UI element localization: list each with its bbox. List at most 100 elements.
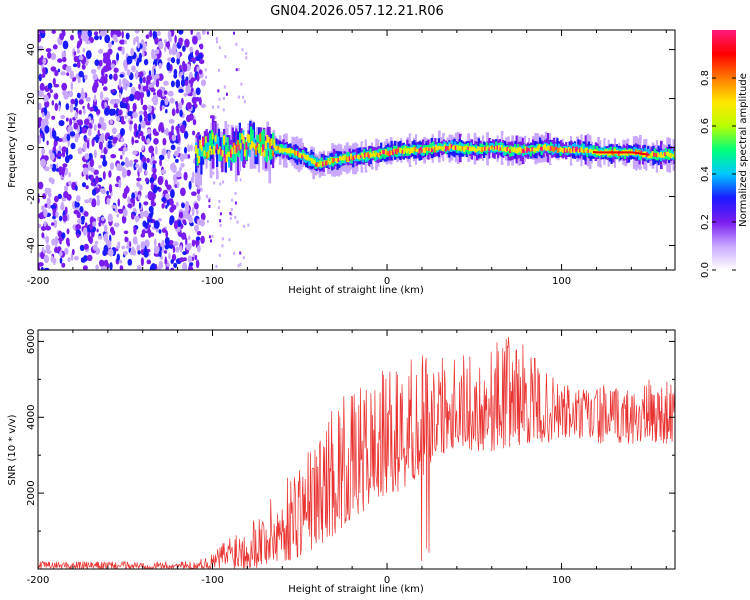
spectrogram-noise-cell: [121, 30, 124, 39]
spectrogram-noise-cell: [65, 103, 70, 111]
spectrogram-signal-cell: [509, 149, 512, 154]
spectrogram-signal-cell: [555, 146, 558, 150]
spectrogram-signal-cell: [248, 134, 251, 143]
spectrogram-noise-cell: [115, 98, 121, 104]
spectrogram-noise-cell: [168, 240, 174, 246]
spectrogram-noise-cell: [68, 172, 71, 178]
spectrogram-noise-cell: [219, 212, 222, 216]
spectrogram-signal-cell: [500, 145, 503, 151]
spectrogram-signal-cell: [329, 161, 332, 165]
spectrogram-noise-cell: [90, 68, 97, 75]
spectrogram-noise-cell: [221, 237, 224, 241]
spectrogram-noise-cell: [59, 33, 65, 41]
spectrogram-noise-cell: [140, 120, 147, 129]
spectrogram-signal-cell: [348, 156, 351, 161]
spectrogram-signal-cell: [255, 146, 258, 155]
spectrogram-noise-cell: [92, 244, 98, 251]
spectrogram-noise-cell: [84, 118, 90, 126]
spectrogram-noise-cell: [237, 68, 240, 71]
spectrogram-noise-cell: [145, 121, 151, 126]
spectrogram-noise-cell: [170, 80, 175, 88]
spectrogram-noise-cell: [42, 249, 47, 254]
spectrogram-noise-cell: [210, 239, 212, 243]
spectrogram-x-tick-label: -200: [27, 276, 50, 287]
spectrogram-noise-cell: [131, 65, 136, 73]
spectrogram-signal-cell: [492, 147, 495, 151]
spectrogram-noise-cell: [108, 183, 113, 194]
spectrogram-noise-cell: [95, 175, 99, 184]
spectrogram-signal-cell: [216, 145, 219, 167]
spectrogram-noise-cell: [79, 244, 85, 252]
spectrogram-signal-cell: [591, 150, 594, 154]
spectrogram-x-tick-label: 100: [552, 276, 571, 287]
spectrogram-noise-cell: [73, 55, 79, 63]
spectrogram-signal-cell: [625, 151, 628, 154]
spectrogram-noise-cell: [221, 244, 224, 248]
spectrogram-signal-cell: [651, 151, 654, 157]
spectrogram-noise-cell: [143, 110, 148, 118]
spectrogram-signal-cell: [563, 147, 566, 154]
spectrogram-noise-cell: [178, 211, 184, 219]
spectrogram-noise-cell: [45, 235, 50, 244]
spectrogram-signal-cell: [573, 147, 576, 153]
spectrogram-noise-cell: [120, 137, 125, 143]
spectrogram-signal-cell: [435, 144, 438, 151]
spectrogram-y-tick-label: 40: [26, 43, 37, 56]
spectrogram-signal-cell: [337, 158, 340, 162]
spectrogram-signal-cell: [340, 156, 343, 161]
spectrogram-signal-cell: [542, 145, 545, 151]
spectrogram-noise-cell: [193, 66, 197, 73]
spectrogram-signal-cell: [252, 122, 255, 151]
spectrogram-noise-cell: [134, 239, 138, 245]
spectrogram-signal-cell: [463, 146, 466, 152]
spectrogram-noise-cell: [122, 78, 128, 86]
spectrogram-noise-cell: [240, 82, 243, 86]
spectrogram-noise-cell: [58, 120, 65, 127]
spectrogram-noise-cell: [40, 158, 46, 168]
spectrogram-noise-cell: [190, 77, 195, 84]
spectrogram-signal-cell: [556, 147, 559, 153]
spectrogram-signal-cell: [637, 150, 640, 155]
spectrogram-noise-cell: [165, 204, 168, 209]
spectrogram-noise-cell: [83, 108, 86, 115]
spectrogram-noise-cell: [148, 145, 155, 154]
spectrogram-noise-cell: [199, 43, 204, 50]
spectrogram-noise-cell: [147, 113, 152, 122]
spectrogram-noise-cell: [115, 183, 120, 188]
spectrogram-noise-cell: [187, 82, 191, 89]
spectrogram-signal-cell: [618, 150, 621, 157]
spectrogram-noise-cell: [90, 167, 95, 173]
spectrogram-noise-cell: [135, 216, 139, 223]
spectrogram-noise-cell: [158, 62, 163, 69]
spectrogram-signal-cell: [317, 159, 320, 167]
spectrogram-noise-cell: [176, 57, 180, 65]
spectrogram-noise-cell: [140, 210, 144, 219]
spectrogram-noise-cell: [171, 108, 176, 117]
spectrogram-noise-cell: [85, 174, 89, 181]
spectrogram-signal-cell: [445, 146, 447, 152]
spectrogram-noise-cell: [111, 108, 116, 116]
spectrogram-noise-cell: [89, 222, 94, 230]
spectrogram-noise-cell: [158, 229, 162, 234]
spectrogram-noise-cell: [66, 240, 70, 246]
spectrogram-noise-cell: [82, 258, 86, 263]
spectrogram-noise-cell: [140, 97, 144, 106]
spectrogram-noise-cell: [120, 161, 125, 166]
spectrogram-noise-cell: [185, 40, 190, 46]
spectrogram-noise-cell: [123, 230, 129, 235]
spectrogram-noise-cell: [188, 235, 191, 241]
snr-y-label: SNR (10 * v/v): [7, 414, 18, 485]
spectrogram-noise-cell: [98, 141, 103, 150]
spectrogram-signal-cell: [268, 146, 272, 161]
spectrogram-signal-cell: [218, 149, 221, 162]
spectrogram-noise-cell: [41, 205, 45, 211]
colorbar-gradient: [712, 30, 736, 270]
spectrogram-signal-cell: [377, 149, 380, 156]
spectrogram-noise-cell: [104, 224, 108, 233]
spectrogram-signal-cell: [510, 146, 513, 152]
spectrogram-noise-cell: [152, 160, 157, 165]
spectrogram-signal-cell: [206, 142, 209, 153]
spectrogram-noise-cell: [93, 98, 97, 108]
spectrogram-signal-cell: [613, 151, 616, 154]
spectrogram-noise-cell: [169, 99, 175, 104]
